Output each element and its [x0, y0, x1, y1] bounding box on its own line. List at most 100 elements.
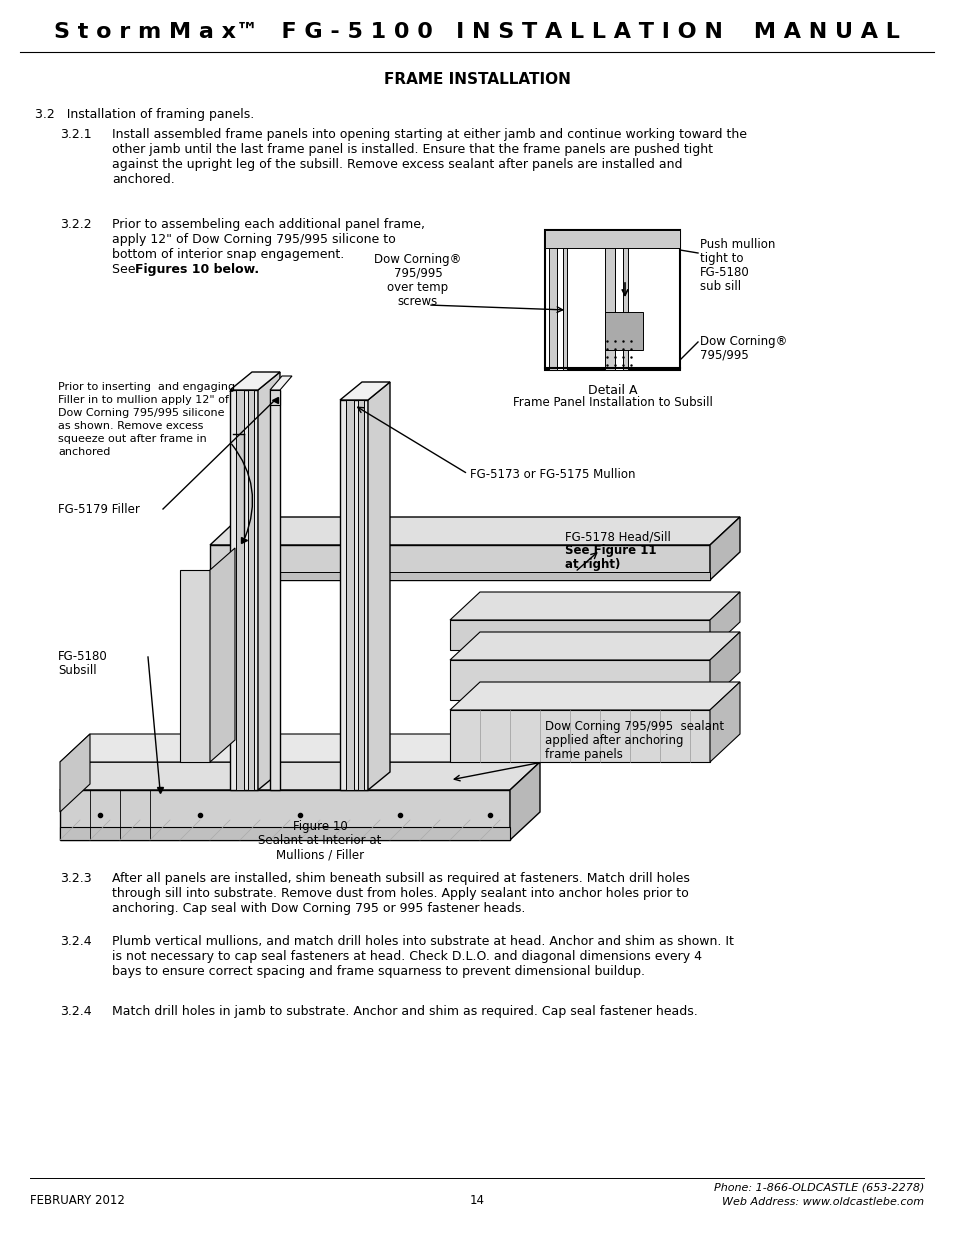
Text: over temp: over temp — [387, 282, 448, 294]
Text: screws: screws — [397, 295, 437, 308]
Text: 3.2.1: 3.2.1 — [60, 128, 91, 141]
Text: Mullions / Filler: Mullions / Filler — [275, 848, 364, 861]
Text: squeeze out after frame in: squeeze out after frame in — [58, 433, 207, 445]
Polygon shape — [346, 400, 354, 790]
Text: through sill into substrate. Remove dust from holes. Apply sealant into anchor h: through sill into substrate. Remove dust… — [112, 887, 688, 900]
Text: Prior to assembeling each additional panel frame,: Prior to assembeling each additional pan… — [112, 219, 424, 231]
Text: FRAME INSTALLATION: FRAME INSTALLATION — [383, 73, 570, 88]
Polygon shape — [60, 827, 510, 840]
Bar — [622, 230, 627, 370]
Polygon shape — [450, 620, 709, 650]
Text: FG-5178 Head/Sill: FG-5178 Head/Sill — [564, 530, 670, 543]
Text: FG-5180: FG-5180 — [58, 650, 108, 663]
Polygon shape — [60, 734, 90, 811]
Text: Plumb vertical mullions, and match drill holes into substrate at head. Anchor an: Plumb vertical mullions, and match drill… — [112, 935, 733, 948]
Text: anchoring. Cap seal with Dow Corning 795 or 995 fastener heads.: anchoring. Cap seal with Dow Corning 795… — [112, 902, 525, 915]
Polygon shape — [368, 382, 390, 790]
Polygon shape — [257, 372, 280, 790]
Text: Phone: 1-866-OLDCASTLE (653-2278): Phone: 1-866-OLDCASTLE (653-2278) — [713, 1183, 923, 1193]
Text: 3.2.4: 3.2.4 — [60, 935, 91, 948]
Text: 795/995: 795/995 — [700, 350, 748, 362]
Text: Dow Corning®: Dow Corning® — [700, 335, 786, 348]
Polygon shape — [709, 632, 740, 700]
Polygon shape — [210, 548, 234, 762]
Text: anchored: anchored — [58, 447, 111, 457]
Polygon shape — [60, 734, 539, 762]
Text: Push mullion: Push mullion — [700, 238, 775, 251]
Polygon shape — [709, 517, 740, 580]
Text: Dow Corning 795/995  sealant: Dow Corning 795/995 sealant — [544, 720, 723, 734]
Bar — [562, 230, 566, 370]
Text: Match drill holes in jamb to substrate. Anchor and shim as required. Cap seal fa: Match drill holes in jamb to substrate. … — [112, 1005, 697, 1018]
Polygon shape — [270, 390, 280, 405]
Polygon shape — [450, 659, 709, 700]
Bar — [604, 312, 642, 350]
Text: 14: 14 — [469, 1194, 484, 1207]
Polygon shape — [339, 400, 368, 790]
Text: 3.2.3: 3.2.3 — [60, 872, 91, 885]
Text: Filler in to mullion apply 12" of: Filler in to mullion apply 12" of — [58, 395, 229, 405]
Text: See Figure 11: See Figure 11 — [564, 543, 656, 557]
Text: Install assembled frame panels into opening starting at either jamb and continue: Install assembled frame panels into open… — [112, 128, 746, 141]
Text: FG-5179 Filler: FG-5179 Filler — [58, 503, 140, 516]
Polygon shape — [210, 572, 709, 580]
Text: against the upright leg of the subsill. Remove excess sealant after panels are i: against the upright leg of the subsill. … — [112, 158, 681, 170]
Polygon shape — [709, 592, 740, 650]
Text: Dow Corning 795/995 silicone: Dow Corning 795/995 silicone — [58, 408, 224, 417]
Text: 795/995: 795/995 — [394, 267, 442, 280]
Text: applied after anchoring: applied after anchoring — [544, 734, 682, 747]
Text: Subsill: Subsill — [58, 664, 96, 677]
Polygon shape — [235, 390, 244, 790]
Text: 3.2.4: 3.2.4 — [60, 1005, 91, 1018]
Polygon shape — [450, 592, 740, 620]
Polygon shape — [230, 390, 257, 790]
Text: After all panels are installed, shim beneath subsill as required at fasteners. M: After all panels are installed, shim ben… — [112, 872, 689, 885]
Polygon shape — [339, 382, 390, 400]
Text: Web Address: www.oldcastlebe.com: Web Address: www.oldcastlebe.com — [721, 1197, 923, 1207]
Text: Detail A: Detail A — [587, 384, 637, 396]
Bar — [544, 230, 679, 248]
Text: at right): at right) — [564, 558, 619, 571]
Text: as shown. Remove excess: as shown. Remove excess — [58, 421, 203, 431]
Polygon shape — [60, 762, 539, 790]
Bar — [604, 230, 615, 370]
Polygon shape — [357, 400, 364, 790]
Text: 3.2.2: 3.2.2 — [60, 219, 91, 231]
Text: FG-5180: FG-5180 — [700, 266, 749, 279]
Text: bottom of interior snap engagement.: bottom of interior snap engagement. — [112, 248, 344, 261]
Text: FG-5173 or FG-5175 Mullion: FG-5173 or FG-5175 Mullion — [470, 468, 635, 480]
Polygon shape — [270, 375, 292, 390]
Text: Figure 10: Figure 10 — [293, 820, 347, 832]
Polygon shape — [450, 632, 740, 659]
Text: FEBRUARY 2012: FEBRUARY 2012 — [30, 1194, 125, 1207]
Bar — [548, 230, 557, 370]
Text: apply 12" of Dow Corning 795/995 silicone to: apply 12" of Dow Corning 795/995 silicon… — [112, 233, 395, 246]
Polygon shape — [230, 372, 280, 390]
Polygon shape — [510, 762, 539, 840]
Polygon shape — [248, 390, 253, 790]
Text: Sealant at Interior at: Sealant at Interior at — [258, 834, 381, 847]
Bar — [557, 230, 562, 370]
Text: bays to ensure correct spacing and frame squarness to prevent dimensional buildu: bays to ensure correct spacing and frame… — [112, 965, 644, 978]
Text: See: See — [112, 263, 143, 275]
Polygon shape — [210, 545, 709, 580]
Polygon shape — [450, 710, 709, 762]
Text: Dow Corning®: Dow Corning® — [374, 253, 461, 266]
Polygon shape — [450, 682, 740, 710]
Text: other jamb until the last frame panel is installed. Ensure that the frame panels: other jamb until the last frame panel is… — [112, 143, 712, 156]
Polygon shape — [270, 390, 280, 790]
Text: 3.2   Installation of framing panels.: 3.2 Installation of framing panels. — [35, 107, 254, 121]
Text: is not necessary to cap seal fasteners at head. Check D.L.O. and diagonal dimens: is not necessary to cap seal fasteners a… — [112, 950, 701, 963]
Polygon shape — [60, 790, 510, 840]
Text: tight to: tight to — [700, 252, 742, 266]
Bar — [544, 230, 679, 370]
Text: frame panels: frame panels — [544, 748, 622, 761]
Text: S t o r m M a x™   F G - 5 1 0 0   I N S T A L L A T I O N    M A N U A L: S t o r m M a x™ F G - 5 1 0 0 I N S T A… — [54, 22, 899, 42]
Bar — [615, 230, 622, 370]
Polygon shape — [180, 571, 210, 762]
Text: Prior to inserting  and engaging: Prior to inserting and engaging — [58, 382, 234, 391]
Text: Figures 10 below.: Figures 10 below. — [135, 263, 259, 275]
Polygon shape — [709, 682, 740, 762]
Text: anchored.: anchored. — [112, 173, 174, 186]
Polygon shape — [210, 517, 740, 545]
